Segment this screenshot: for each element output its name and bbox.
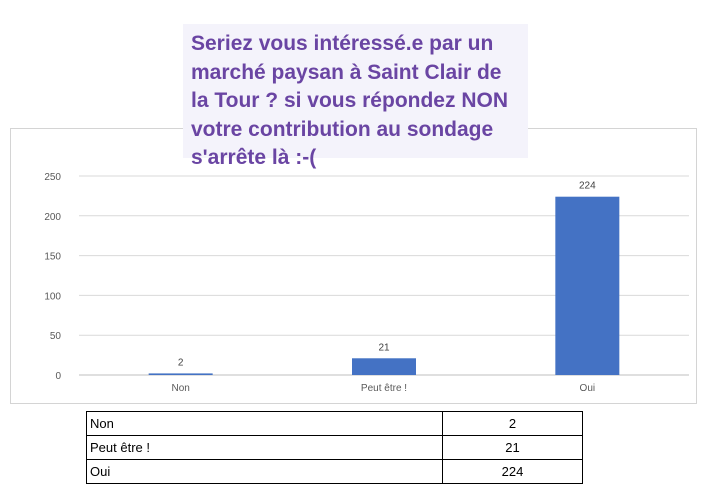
table-cell-label: Peut être ! <box>86 435 443 460</box>
data-label: 21 <box>378 342 390 353</box>
data-label: 224 <box>579 181 596 192</box>
table-row: Oui 224 <box>86 459 583 484</box>
x-tick-label: Oui <box>580 383 596 394</box>
chart-area: 0 50 100 150 200 250 2 Non 21 Peut être ! 224 Oui <box>10 128 697 404</box>
chart-title: Seriez vous intéressé.e par un marché pa… <box>191 32 508 169</box>
y-tick-label: 0 <box>55 371 61 382</box>
table-cell-label: Oui <box>86 459 443 484</box>
table-cell-value: 2 <box>442 411 583 436</box>
table-cell-value: 21 <box>442 435 583 460</box>
table-cell-label: Non <box>86 411 443 436</box>
title-background <box>183 24 528 158</box>
table-row: Non 2 <box>86 411 583 436</box>
y-tick-label: 250 <box>44 172 61 183</box>
table-cell-value: 224 <box>442 459 583 484</box>
y-tick-label: 100 <box>44 291 61 302</box>
bar-chart: 0 50 100 150 200 250 2 Non 21 Peut être ! 224 Oui <box>44 172 689 394</box>
bar <box>148 373 213 375</box>
table-row: Peut être ! 21 <box>86 435 583 460</box>
y-tick-label: 50 <box>50 331 62 342</box>
y-tick-label: 150 <box>44 252 61 263</box>
y-tick-label: 200 <box>44 212 61 223</box>
data-label: 2 <box>178 357 184 368</box>
x-tick-label: Non <box>171 383 189 394</box>
x-tick-label: Peut être ! <box>361 383 407 394</box>
data-table: Non 2 Peut être ! 21 Oui 224 <box>86 411 583 484</box>
bar <box>555 196 620 375</box>
bar <box>352 358 416 375</box>
